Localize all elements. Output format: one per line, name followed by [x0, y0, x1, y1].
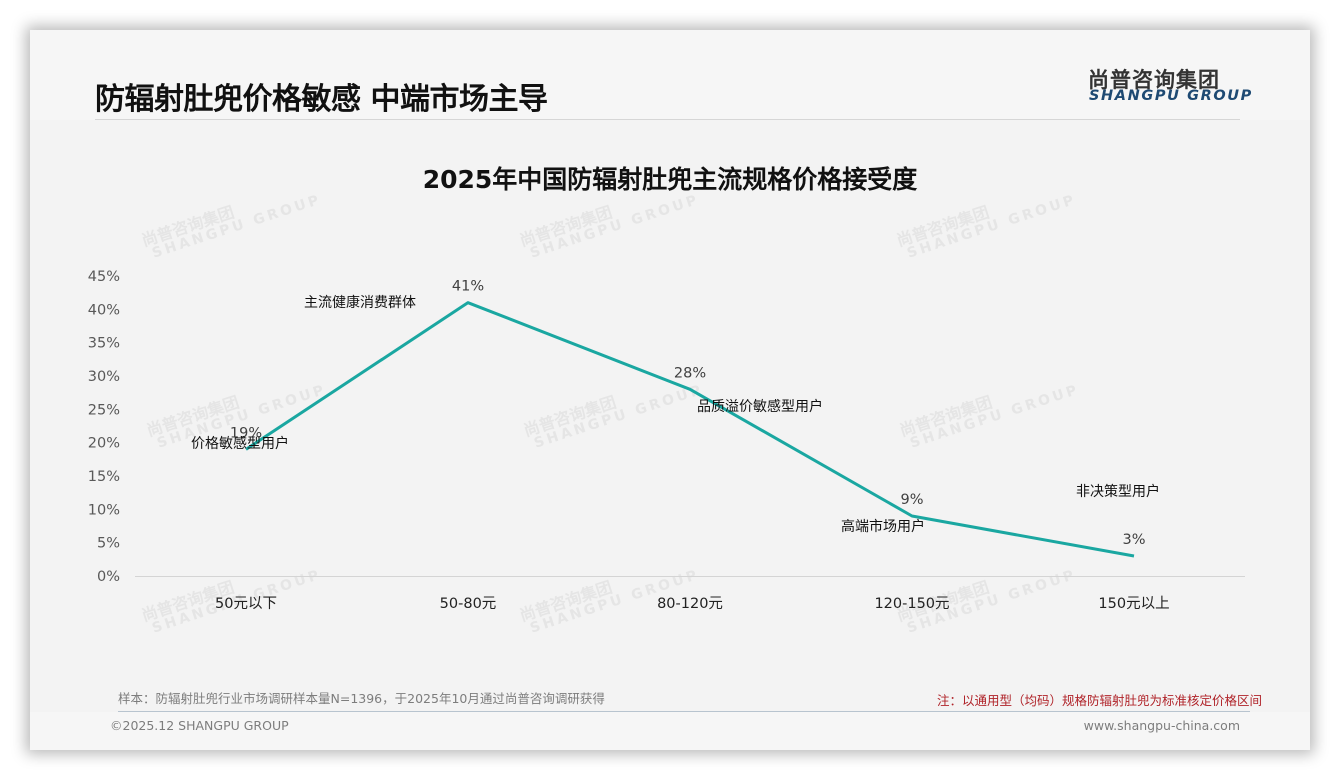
y-tick-label: 35% — [88, 336, 120, 352]
y-tick-label: 15% — [88, 469, 120, 485]
y-tick-label: 10% — [88, 502, 120, 518]
data-line — [245, 301, 1135, 558]
website-link[interactable]: www.shangpu-china.com — [1083, 718, 1240, 733]
segment-annotation: 高端市场用户 — [841, 518, 925, 535]
x-tick-label: 150元以上 — [1098, 595, 1169, 612]
header-divider — [95, 119, 1240, 120]
x-tick-label: 120-150元 — [874, 596, 949, 612]
chart-title: 2025年中国防辐射肚兜主流规格价格接受度 — [422, 165, 918, 194]
logo-en: SHANGPU GROUP — [1089, 88, 1253, 104]
line-chart: 0% 5% 10% 15% 20% 25% 30% 35% 40% 45% 50元以下 50-80元 8… — [88, 269, 1245, 612]
x-tick-label: 50-80元 — [440, 596, 497, 612]
slide: 防辐射肚兜价格敏感 中端市场主导 尚普咨询集团 SHANGPU GROUP 尚普… — [30, 30, 1310, 750]
data-label: 41% — [452, 279, 484, 295]
y-tick-label: 20% — [88, 436, 120, 452]
copyright: ©2025.12 SHANGPU GROUP — [110, 718, 289, 733]
segment-annotation: 非决策型用户 — [1076, 483, 1160, 500]
y-tick-label: 25% — [88, 402, 120, 418]
y-tick-label: 40% — [88, 302, 120, 318]
header-band — [30, 30, 1310, 120]
footer-divider — [118, 711, 1250, 712]
y-tick-label: 45% — [88, 269, 120, 285]
y-tick-label: 0% — [97, 569, 120, 585]
data-label: 3% — [1122, 532, 1145, 548]
x-tick-label: 50元以下 — [215, 596, 277, 612]
segment-annotation: 价格敏感型用户 — [191, 435, 289, 452]
data-label: 28% — [674, 365, 706, 381]
y-tick-label: 30% — [88, 369, 120, 385]
segment-annotation: 主流健康消费群体 — [304, 294, 416, 311]
logo-cn: 尚普咨询集团 — [1088, 68, 1220, 92]
x-tick-label: 80-120元 — [657, 596, 723, 612]
footer-band — [30, 712, 1310, 750]
segment-annotation: 品质溢价敏感型用户 — [697, 398, 823, 415]
data-label: 9% — [900, 492, 923, 508]
sample-note: 样本：防辐射肚兜行业市场调研样本量N=1396，于2025年10月通过尚普咨询调… — [118, 691, 605, 706]
data-label: 19% — [230, 425, 262, 441]
y-tick-label: 5% — [97, 536, 120, 552]
remark-note: 注：以通用型（均码）规格防辐射肚兜为标准核定价格区间 — [936, 693, 1262, 708]
page-title: 防辐射肚兜价格敏感 中端市场主导 — [95, 82, 548, 117]
